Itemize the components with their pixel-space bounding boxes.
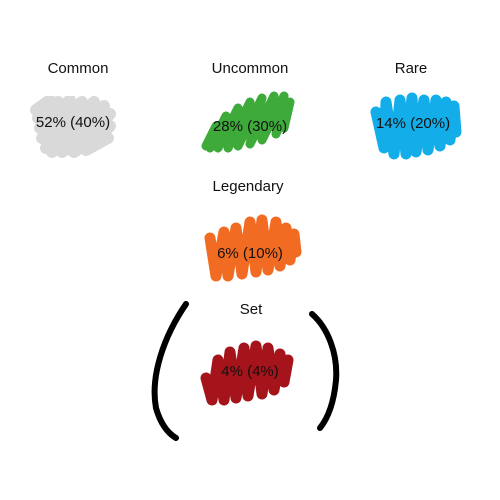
right-parenthesis bbox=[309, 311, 340, 431]
tier-label-common: Common bbox=[47, 60, 109, 77]
tier-label-legendary: Legendary bbox=[212, 178, 284, 195]
tier-value-uncommon: 28% (30%) bbox=[212, 118, 288, 135]
left-parenthesis bbox=[151, 301, 189, 441]
common-scribble bbox=[30, 96, 116, 158]
set-scribble bbox=[200, 340, 294, 406]
tier-value-legendary: 6% (10%) bbox=[217, 245, 283, 262]
rare-scribble bbox=[370, 92, 462, 160]
tier-value-common: 52% (40%) bbox=[35, 114, 111, 131]
tier-value-rare: 14% (20%) bbox=[375, 115, 451, 132]
uncommon-scribble bbox=[201, 91, 295, 153]
tier-value-set: 4% (4%) bbox=[221, 363, 279, 380]
tier-label-set: Set bbox=[239, 301, 263, 318]
legendary-scribble bbox=[204, 214, 302, 282]
tier-label-rare: Rare bbox=[394, 60, 428, 77]
tier-label-uncommon: Uncommon bbox=[211, 60, 289, 77]
